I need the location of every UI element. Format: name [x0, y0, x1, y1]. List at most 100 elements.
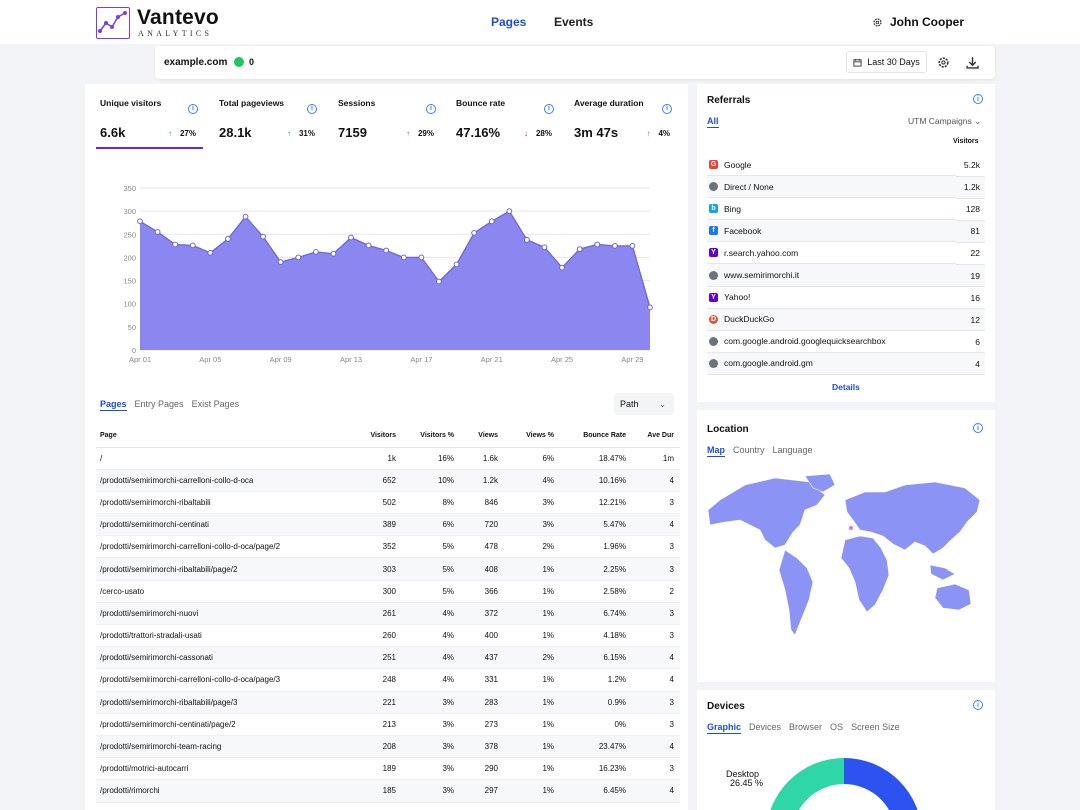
table-cell: /prodotti/semirimorchi-nuovi [96, 602, 354, 626]
referral-row[interactable]: b Bing 128 [707, 198, 985, 221]
table-cell: 1.2k [460, 469, 504, 492]
info-icon[interactable]: i [973, 423, 983, 433]
table-cell: /prodotti/semirimorchi-cassonati [96, 646, 354, 670]
referral-visitors: 1.2k [955, 176, 985, 199]
referral-name: com.google.android.googlequicksearchbox [724, 336, 886, 347]
tab-language[interactable]: Language [772, 445, 813, 455]
referral-row[interactable]: com.google.android.gm 4 [707, 352, 985, 376]
info-icon[interactable]: i [662, 97, 672, 115]
table-cell: 10.16% [560, 469, 632, 492]
table-cell: 300 [354, 580, 402, 603]
referral-name: r.search.yahoo.com [724, 247, 799, 258]
info-icon[interactable]: i [426, 97, 436, 115]
site-domain[interactable]: example.com [164, 57, 228, 68]
stat-card[interactable]: Unique visitors i 6.6k ↑ 27% [96, 97, 203, 149]
info-icon[interactable]: i [544, 97, 554, 115]
table-cell: 4% [402, 646, 460, 670]
tab-devices[interactable]: Devices [749, 722, 782, 732]
world-map[interactable] [705, 470, 985, 665]
table-row[interactable]: /prodotti/semirimorchi-centinati 389 6% 720… [96, 513, 680, 537]
table-header[interactable]: Page [96, 425, 354, 448]
user-menu[interactable]: John Cooper [872, 15, 964, 29]
table-cell: 4% [402, 624, 460, 648]
tab-entry-pages[interactable]: Entry Pages [134, 399, 184, 409]
x-tick-label: Apr 13 [340, 355, 362, 364]
referral-row[interactable]: G Google 5.2k [707, 154, 985, 177]
nav-events[interactable]: Events [554, 15, 594, 29]
logo-icon[interactable] [96, 7, 130, 39]
table-header[interactable]: Views % [504, 425, 560, 448]
table-cell: 1% [504, 557, 560, 581]
table-header[interactable]: Bounce Rate [560, 425, 632, 448]
device-percent: 26.45 % [730, 778, 764, 788]
table-row[interactable]: /prodotti/trattori-stradali-usati 260 4% 40… [96, 624, 680, 648]
table-row[interactable]: /prodotti/motrici-autocarri 189 3% 290 1% 16.… [96, 757, 680, 781]
referral-source: f Facebook [707, 220, 956, 243]
tab-map[interactable]: Map [707, 445, 725, 457]
tab-browser[interactable]: Browser [789, 722, 823, 732]
stat-value: 3m 47s [574, 125, 619, 140]
referral-row[interactable]: www.semirimorchi.it 19 [707, 264, 985, 288]
table-row[interactable]: /prodotti/semirimorchi-ribaltabili 502 8% 8… [96, 491, 680, 515]
download-button[interactable] [964, 54, 980, 70]
table-cell: 3 [632, 602, 680, 626]
table-row[interactable]: /prodotti/semirimorchi-carrelloni-collo-… [96, 469, 680, 492]
stat-value: 7159 [338, 125, 367, 140]
referral-row[interactable]: Y Yahoo! 16 [707, 286, 985, 310]
table-cell: 4.18% [560, 624, 632, 648]
stat-change: ↑ 29% [406, 129, 434, 138]
info-icon[interactable]: i [188, 97, 198, 115]
referral-source: www.semirimorchi.it [707, 264, 956, 287]
table-row[interactable]: /prodotti/semirimorchi-nuovi 261 4% 372 1% 6.… [96, 602, 680, 626]
stat-card[interactable]: Sessions i 7159 ↑ 29% [334, 97, 441, 149]
referral-row[interactable]: D DuckDuckGo 12 [707, 308, 985, 332]
tab-pages[interactable]: Pages [100, 399, 127, 411]
table-row[interactable]: /cerco-usato 300 5% 366 1% 2.58% 2 [96, 580, 680, 603]
table-cell: 6% [504, 447, 560, 470]
table-cell: /prodotti/rimorchi [96, 779, 354, 803]
stat-card[interactable]: Average duration i 3m 47s ↑ 4% [570, 97, 677, 149]
table-header[interactable]: Views [460, 425, 504, 448]
download-icon [965, 56, 979, 69]
table-row[interactable]: /prodotti/semirimorchi-cassonati 251 4% 437… [96, 646, 680, 670]
data-point [400, 254, 407, 261]
utm-campaigns-select[interactable]: UTM Campaigns ⌄ [908, 116, 981, 127]
table-row[interactable]: /prodotti/semirimorchi-centinati/page/2 2… [96, 713, 680, 736]
referral-row[interactable]: Direct / None 1.2k [707, 176, 985, 199]
referral-row[interactable]: com.google.android.googlequicksearchbox 6 [707, 330, 985, 354]
table-cell: /prodotti/semirimorchi-ribaltabili [96, 491, 354, 515]
settings-button[interactable] [935, 54, 951, 70]
date-range-button[interactable]: Last 30 Days [846, 51, 927, 73]
tab-screen-size[interactable]: Screen Size [851, 722, 900, 732]
table-row[interactable]: /prodotti/semirimorchi-ribaltabili/page/… [96, 691, 680, 714]
table-row[interactable]: /prodotti/semirimorchi-carrelloni-collo-… [96, 668, 680, 692]
table-row[interactable]: /1k 16% 1.6k 6% 18.47% 1m [96, 447, 680, 470]
table-cell: 720 [460, 513, 504, 537]
info-icon[interactable]: i [973, 700, 983, 710]
details-link[interactable]: Details [832, 382, 860, 392]
table-cell: 1.6k [460, 447, 504, 470]
path-select[interactable]: Path ⌄ [614, 393, 674, 415]
stat-card[interactable]: Bounce rate i 47.16% ↓ 28% [452, 97, 559, 149]
table-cell: 378 [460, 735, 504, 759]
nav-pages[interactable]: Pages [491, 15, 527, 29]
tab-graphic[interactable]: Graphic [707, 722, 742, 734]
tab-all[interactable]: All [707, 116, 719, 128]
table-row[interactable]: /prodotti/semirimorchi-carrelloni-collo-… [96, 535, 680, 559]
referral-row[interactable]: f Facebook 81 [707, 220, 985, 243]
tab-exist-pages[interactable]: Exist Pages [191, 399, 240, 409]
info-icon[interactable]: i [307, 97, 317, 115]
table-header[interactable]: Ave Dur [632, 425, 680, 448]
table-header[interactable]: Visitors % [402, 425, 460, 448]
info-icon[interactable]: i [973, 94, 983, 104]
tab-country[interactable]: Country [733, 445, 765, 455]
stat-card[interactable]: Total pageviews i 28.1k ↑ 31% [215, 97, 322, 149]
location-tabs: Map Country Language [707, 445, 813, 457]
table-row[interactable]: /prodotti/semirimorchi-team-racing 208 3% 3… [96, 735, 680, 759]
table-row[interactable]: /prodotti/rimorchi 185 3% 297 1% 6.45% 4 [96, 779, 680, 803]
tab-os[interactable]: OS [830, 722, 844, 732]
table-row[interactable]: /prodotti/semirimorchi-ribaltabili/page/… [96, 557, 680, 581]
table-header[interactable]: Visitors [354, 425, 402, 448]
